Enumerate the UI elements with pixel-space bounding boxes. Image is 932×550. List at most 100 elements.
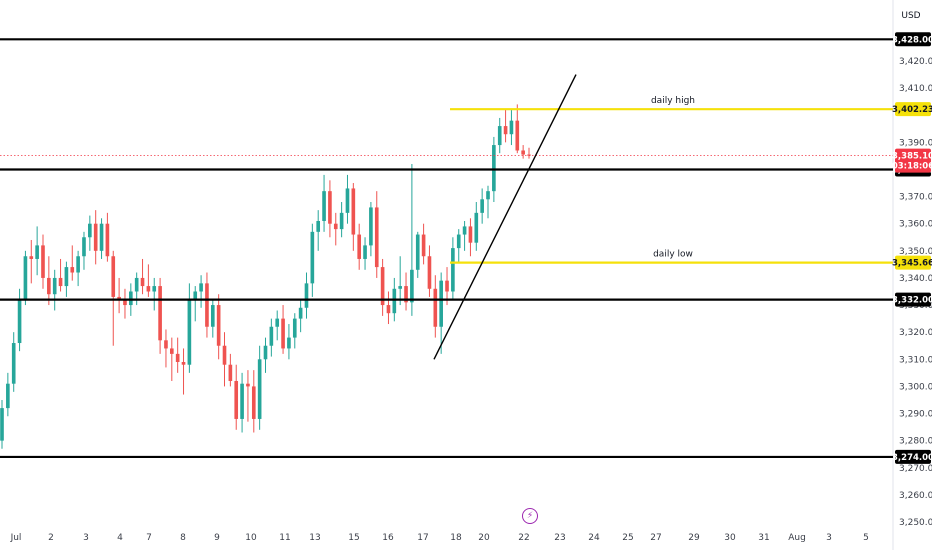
candle[interactable]: [398, 256, 402, 306]
candle[interactable]: [374, 191, 379, 278]
candle[interactable]: [47, 256, 51, 306]
candle[interactable]: [298, 299, 303, 333]
candle[interactable]: [486, 185, 490, 219]
candle[interactable]: [433, 275, 438, 338]
candle[interactable]: [240, 372, 244, 433]
candle[interactable]: [275, 310, 280, 341]
candle[interactable]: [357, 223, 362, 270]
candle[interactable]: [380, 258, 385, 316]
candle[interactable]: [123, 288, 127, 319]
candle[interactable]: [427, 245, 432, 297]
candle[interactable]: [187, 283, 192, 373]
candle[interactable]: [410, 164, 414, 316]
currency-label[interactable]: USD: [901, 11, 921, 21]
candle[interactable]: [199, 275, 203, 308]
candle[interactable]: [164, 329, 168, 368]
candle[interactable]: [369, 202, 373, 257]
candle[interactable]: [363, 237, 367, 270]
candle[interactable]: [439, 272, 443, 354]
candle[interactable]: [205, 272, 209, 338]
candle[interactable]: [29, 239, 34, 284]
candle[interactable]: [456, 229, 461, 262]
candle[interactable]: [111, 250, 116, 346]
candle[interactable]: [93, 210, 98, 265]
candle[interactable]: [246, 370, 250, 422]
candle[interactable]: [251, 370, 256, 433]
candle[interactable]: [421, 223, 426, 265]
candle[interactable]: [82, 231, 86, 270]
candle[interactable]: [527, 147, 531, 159]
candle[interactable]: [222, 332, 227, 387]
candle[interactable]: [415, 231, 420, 278]
candle[interactable]: [404, 272, 408, 311]
candle[interactable]: [322, 174, 326, 232]
candle-body: [76, 256, 80, 273]
candle[interactable]: [386, 291, 391, 325]
candle[interactable]: [169, 337, 174, 381]
candle[interactable]: [292, 313, 297, 349]
candle[interactable]: [339, 202, 344, 238]
candle[interactable]: [451, 237, 455, 300]
candle[interactable]: [509, 109, 514, 146]
candle[interactable]: [140, 258, 145, 295]
x-tick-label: Jul: [10, 533, 22, 543]
candle[interactable]: [234, 364, 239, 430]
candle[interactable]: [11, 332, 16, 392]
candle-body: [287, 337, 291, 349]
candle[interactable]: [503, 109, 508, 143]
candle-body: [527, 154, 531, 156]
candle[interactable]: [99, 218, 104, 259]
candle[interactable]: [462, 220, 467, 251]
candle[interactable]: [345, 174, 350, 224]
candle[interactable]: [328, 180, 332, 238]
candle[interactable]: [351, 183, 356, 251]
candle[interactable]: [52, 269, 57, 311]
candle[interactable]: [146, 264, 151, 297]
candle[interactable]: [216, 294, 221, 360]
candle[interactable]: [23, 250, 28, 306]
candle[interactable]: [480, 188, 484, 224]
candle[interactable]: [257, 345, 262, 430]
candle[interactable]: [17, 288, 22, 352]
candle[interactable]: [316, 210, 321, 251]
candle[interactable]: [281, 305, 285, 354]
candle[interactable]: [152, 277, 157, 311]
candle[interactable]: [88, 215, 92, 251]
candle[interactable]: [64, 261, 69, 297]
candle[interactable]: [6, 372, 10, 417]
trendline[interactable]: [433, 74, 577, 360]
candle-body: [322, 191, 326, 221]
candle[interactable]: [263, 337, 268, 373]
candle[interactable]: [58, 258, 63, 292]
candle[interactable]: [287, 324, 291, 360]
candle[interactable]: [175, 337, 180, 373]
candle[interactable]: [497, 117, 502, 154]
candle[interactable]: [181, 348, 186, 395]
candle[interactable]: [333, 212, 338, 246]
candle[interactable]: [41, 234, 45, 289]
candle[interactable]: [210, 299, 215, 338]
candle[interactable]: [193, 286, 198, 322]
candle[interactable]: [468, 218, 473, 257]
candle[interactable]: [269, 318, 274, 357]
candle[interactable]: [105, 212, 110, 262]
current-price-label: 3,385.10: [892, 152, 932, 162]
lightning-icon[interactable]: ⚡: [522, 508, 538, 524]
candle[interactable]: [35, 226, 39, 276]
candle[interactable]: [158, 277, 162, 354]
y-tick-label: 3,370.00: [899, 193, 932, 203]
candle[interactable]: [515, 104, 520, 154]
candle[interactable]: [70, 245, 75, 281]
candle[interactable]: [228, 353, 233, 387]
candle[interactable]: [521, 145, 525, 159]
candle[interactable]: [304, 272, 309, 319]
candle[interactable]: [0, 399, 4, 449]
candle[interactable]: [76, 250, 80, 287]
candle[interactable]: [474, 202, 479, 251]
candle[interactable]: [117, 277, 121, 314]
candle-body: [58, 277, 63, 287]
candle[interactable]: [310, 223, 315, 297]
candle-body: [152, 286, 157, 292]
